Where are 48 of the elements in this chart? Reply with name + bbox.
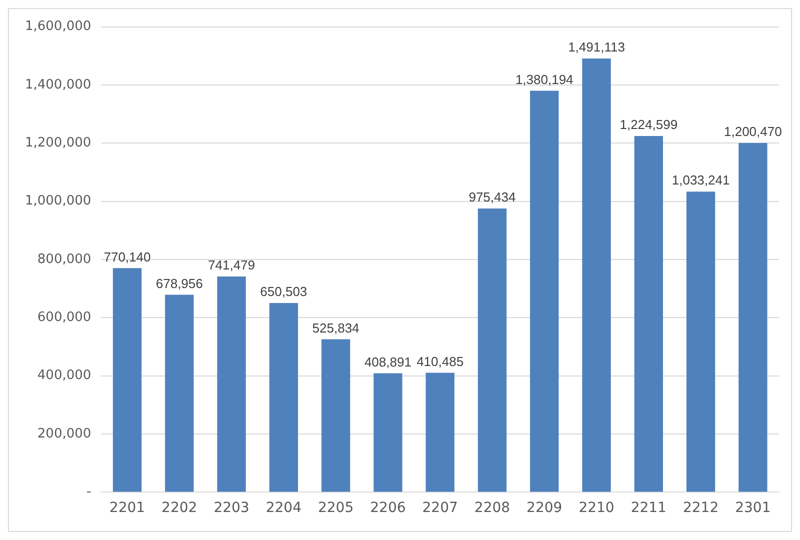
- x-tick-label: 2205: [318, 500, 354, 516]
- bar: [530, 90, 559, 492]
- y-tick-label: 1,000,000: [24, 194, 92, 209]
- x-tick-label: 2202: [162, 500, 198, 516]
- y-tick-label: 200,000: [37, 426, 92, 442]
- x-tick-label: 2212: [682, 500, 719, 516]
- x-tick-label: 2208: [474, 500, 510, 516]
- data-label: 650,503: [260, 284, 308, 300]
- bar: [321, 339, 350, 492]
- y-tick-label: 1,400,000: [24, 77, 92, 92]
- data-label: 1,380,194: [515, 72, 574, 87]
- x-tick-label: 2210: [578, 500, 614, 516]
- y-tick-label: 1,200,000: [24, 136, 92, 151]
- data-label: 1,033,241: [672, 172, 730, 188]
- data-label: 525,834: [312, 320, 360, 336]
- x-tick-label: 2201: [109, 500, 146, 516]
- data-label: 770,140: [104, 249, 151, 264]
- bar: [478, 208, 507, 492]
- y-tick-label: 1,600,000: [24, 19, 92, 34]
- x-tick-label: 2206: [370, 500, 406, 516]
- bar: [738, 143, 768, 492]
- bar: [426, 372, 454, 492]
- bar: [217, 276, 246, 492]
- x-tick-label: 2211: [630, 500, 666, 516]
- bar: [582, 58, 611, 492]
- data-label: 678,956: [156, 276, 203, 291]
- bar: [165, 294, 194, 492]
- x-tick-label: 2203: [214, 500, 250, 516]
- y-tick-label: 400,000: [37, 368, 92, 384]
- bar: [112, 268, 142, 492]
- y-tick-label: -: [86, 484, 92, 500]
- data-label: 1,491,113: [568, 40, 625, 55]
- data-label: 408,891: [364, 354, 412, 370]
- x-tick-label: 2209: [526, 500, 562, 516]
- data-label: 1,224,599: [620, 117, 678, 132]
- data-label: 1,200,470: [724, 124, 782, 140]
- x-tick-label: 2301: [735, 500, 771, 516]
- x-tick-label: 2204: [266, 500, 302, 516]
- bar: [374, 373, 402, 492]
- y-tick-label: 600,000: [37, 310, 92, 326]
- bar: [686, 192, 716, 492]
- bar: [634, 136, 663, 492]
- bar: [269, 302, 298, 492]
- y-tick-label: 800,000: [37, 252, 92, 267]
- data-label: 410,485: [416, 354, 464, 369]
- x-tick-label: 2207: [422, 500, 458, 516]
- data-label: 975,434: [468, 190, 516, 205]
- data-label: 741,479: [208, 258, 256, 273]
